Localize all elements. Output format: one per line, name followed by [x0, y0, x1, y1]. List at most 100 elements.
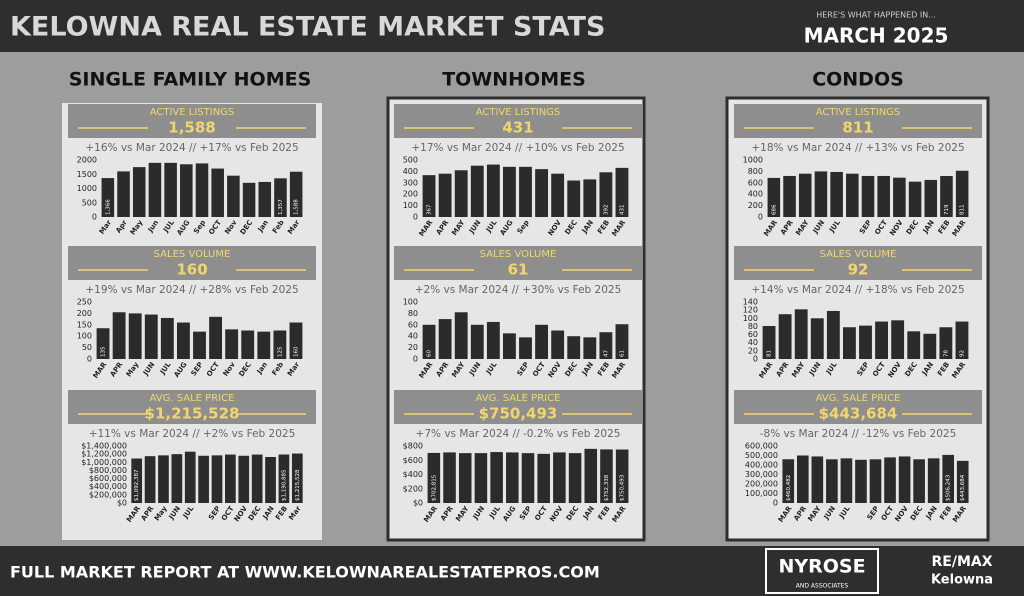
value-label: 78	[943, 350, 949, 357]
bar	[257, 331, 271, 359]
y-tick-label: $400	[403, 470, 423, 479]
bar	[486, 321, 500, 359]
bar	[519, 166, 532, 217]
headline: 92	[848, 261, 869, 279]
y-tick-label: $0	[413, 499, 423, 508]
y-tick-label: 500	[82, 198, 97, 207]
y-tick-label: 1000	[743, 156, 763, 165]
y-tick-label: 60	[748, 330, 758, 339]
bar	[615, 324, 629, 359]
y-tick-label: 2000	[77, 156, 97, 165]
y-tick-label: 80	[408, 309, 418, 318]
y-tick-label: $0	[117, 499, 127, 508]
brand-sub: Kelowna	[931, 573, 993, 588]
y-tick-label: 0	[753, 355, 758, 364]
section-header	[394, 104, 642, 138]
y-tick-label: 20	[408, 343, 418, 352]
bar	[251, 454, 263, 503]
bar	[537, 453, 550, 503]
y-tick-label: 100	[743, 314, 758, 323]
bar	[553, 452, 566, 503]
value-label: 92	[959, 350, 965, 357]
section-header	[734, 390, 982, 424]
bar	[842, 327, 856, 359]
bar	[814, 171, 828, 217]
value-label: 61	[619, 350, 625, 357]
bar	[884, 457, 896, 503]
section-header	[68, 104, 316, 138]
y-tick-label: 140	[743, 298, 758, 307]
month: MARCH 2025	[804, 24, 949, 48]
value-label: 81	[767, 350, 773, 357]
bar	[227, 175, 240, 217]
section-title: AVG. SALE PRICE	[816, 393, 901, 404]
bar	[278, 454, 290, 503]
y-tick-label: $1,000,000	[81, 458, 127, 467]
value-label: $1,190,885	[281, 469, 287, 501]
bar	[289, 171, 303, 217]
value-label: 47	[603, 350, 609, 357]
bar	[927, 458, 940, 503]
headline: 61	[508, 261, 529, 279]
y-tick-label: 40	[748, 338, 758, 347]
bar	[241, 330, 255, 359]
bar	[195, 163, 209, 217]
bar	[907, 331, 921, 359]
bar	[778, 314, 792, 359]
bar	[171, 454, 183, 503]
section-title: SALES VOLUME	[820, 249, 897, 260]
bar	[893, 177, 906, 217]
bar	[599, 172, 613, 217]
footer-text: FULL MARKET REPORT AT WWW.KELOWNAREALEST…	[10, 563, 600, 582]
logo-sub: AND ASSOCIATES	[796, 583, 849, 590]
bar	[826, 459, 838, 503]
bar	[158, 455, 169, 503]
bar	[794, 309, 808, 359]
bar	[939, 327, 953, 359]
y-tick-label: 1500	[77, 170, 97, 179]
column-title: TOWNHOMES	[442, 69, 586, 91]
bar	[274, 178, 287, 217]
footer-bar	[0, 546, 1024, 596]
y-tick-label: 150	[77, 320, 92, 329]
kicker: HERE'S WHAT HAPPENED IN...	[816, 11, 936, 20]
bar	[567, 180, 581, 217]
y-tick-label: 0	[413, 355, 418, 364]
comparison: +7% vs Mar 2024 // -0.2% vs Feb 2025	[416, 428, 621, 440]
bar	[567, 336, 581, 359]
bar	[96, 328, 110, 359]
bar	[942, 454, 955, 503]
headline: 811	[842, 119, 873, 137]
bar	[131, 458, 143, 503]
section-title: AVG. SALE PRICE	[150, 393, 235, 404]
bar	[454, 312, 468, 359]
value-label: $443,684	[960, 474, 966, 501]
bar	[519, 337, 532, 359]
section-header	[394, 246, 642, 280]
bar	[225, 329, 239, 359]
value-label: 392	[603, 205, 609, 216]
bar	[502, 333, 516, 359]
bar	[427, 452, 441, 503]
y-tick-label: 500	[403, 156, 418, 165]
value-label: 431	[619, 205, 625, 216]
bar	[924, 179, 938, 217]
bar	[112, 312, 126, 359]
y-tick-label: 0	[92, 213, 97, 222]
value-label: 160	[293, 346, 299, 357]
bar	[474, 453, 488, 503]
bar	[767, 177, 781, 217]
y-tick-label: 0	[758, 213, 763, 222]
bar	[144, 456, 156, 503]
bar	[869, 459, 882, 503]
y-tick-label: 800	[748, 167, 763, 176]
bar	[826, 310, 840, 359]
bar	[956, 460, 969, 503]
bar	[458, 453, 472, 503]
bar	[176, 322, 190, 359]
value-label: 1,357	[278, 199, 284, 215]
bar	[128, 313, 142, 359]
bar	[855, 459, 867, 503]
y-tick-label: 80	[748, 322, 758, 331]
